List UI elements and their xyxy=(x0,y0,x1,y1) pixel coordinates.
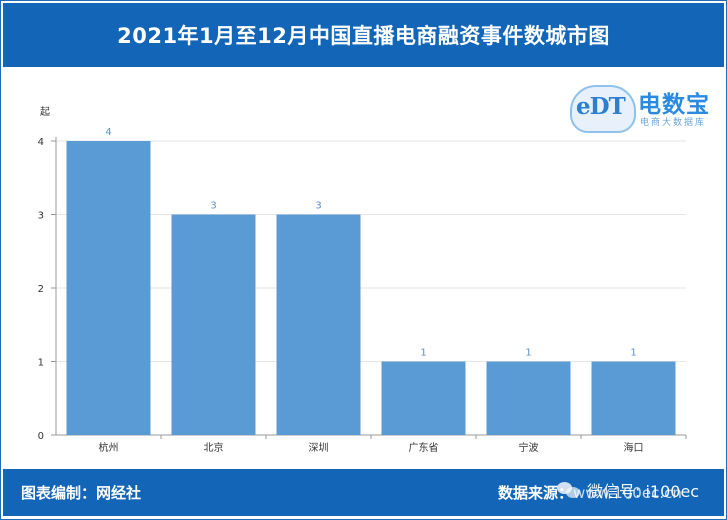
y-tick-label: 3 xyxy=(38,211,44,222)
cloud-badge-icon xyxy=(570,85,636,133)
x-tick-label: 北京 xyxy=(204,441,224,454)
edt-logo: eDT 电数宝 电商大数据库 xyxy=(570,79,720,139)
footer-source-label: 数据来源： xyxy=(498,484,574,502)
bar xyxy=(486,361,571,435)
logo-subtitle: 电商大数据库 xyxy=(640,118,707,128)
x-tick-label: 海口 xyxy=(624,441,644,454)
data-label: 3 xyxy=(315,201,321,212)
footer-banner: 图表编制：网经社 数据来源：www.100ec.cn xyxy=(3,469,724,516)
data-label: 1 xyxy=(420,348,426,359)
y-tick-label: 2 xyxy=(38,284,44,295)
watermark-text: 微信号: i100ec xyxy=(587,482,700,501)
x-tick-label: 深圳 xyxy=(309,442,329,454)
chart-area: 0 1 2 3 4 起 4 杭州 3 北京 3 深圳 1 广东省 1 宁波 1 海口 eDT 电数宝 电商大数据库 xyxy=(0,67,727,467)
y-axis-unit: 起 xyxy=(40,106,50,118)
data-label: 4 xyxy=(105,127,111,138)
y-tick-label: 1 xyxy=(38,358,44,369)
wechat-icon xyxy=(557,480,581,500)
y-tick-label: 4 xyxy=(38,137,44,148)
data-label: 3 xyxy=(210,201,216,212)
bar xyxy=(591,361,676,435)
footer-source-url: www.100ec.cn xyxy=(573,484,682,502)
footer-source: 数据来源：www.100ec.cn xyxy=(498,482,682,503)
footer-credit: 图表编制：网经社 xyxy=(21,484,142,502)
x-tick-label: 宁波 xyxy=(519,441,539,454)
bar xyxy=(66,141,151,435)
data-label: 1 xyxy=(630,348,636,359)
bar xyxy=(381,361,466,435)
logo-name: 电数宝 xyxy=(638,92,710,118)
bar-chart: 0 1 2 3 4 起 4 杭州 3 北京 3 深圳 1 广东省 1 宁波 1 海口 xyxy=(38,106,687,454)
bar xyxy=(276,214,361,435)
x-tick-label: 广东省 xyxy=(409,441,439,454)
title-banner: 2021年1月至12月中国直播电商融资事件数城市图 xyxy=(3,3,724,67)
wechat-watermark: 微信号: i100ec xyxy=(557,475,699,505)
y-tick-label: 0 xyxy=(38,431,44,442)
chart-title: 2021年1月至12月中国直播电商融资事件数城市图 xyxy=(117,24,610,48)
data-label: 1 xyxy=(525,348,531,359)
bar xyxy=(171,214,256,435)
logo-mark: eDT xyxy=(576,93,626,120)
x-tick-label: 杭州 xyxy=(99,441,119,454)
